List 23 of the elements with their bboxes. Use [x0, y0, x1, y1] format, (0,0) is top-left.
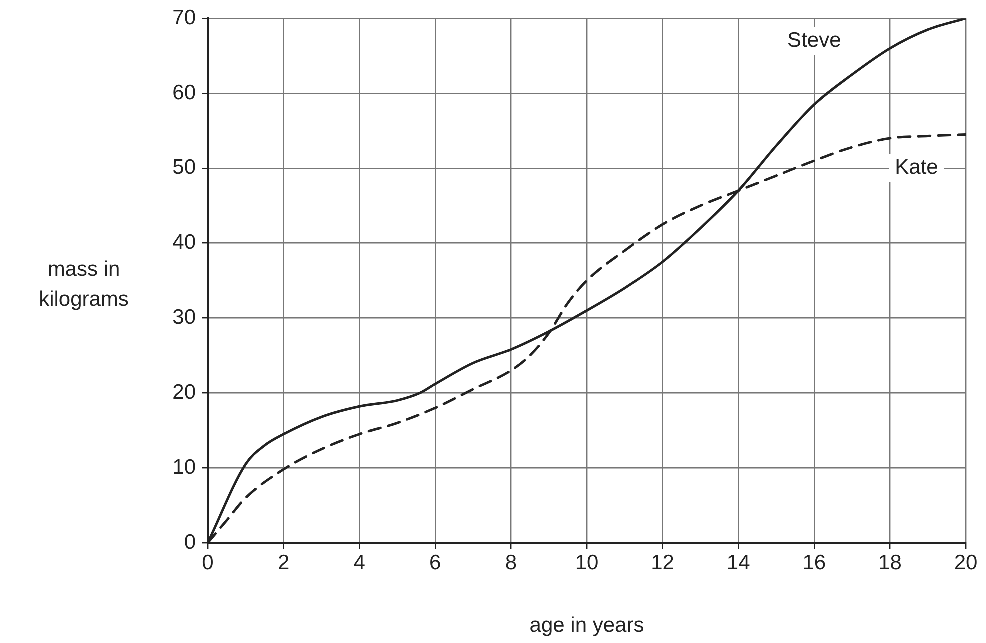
x-tick-label: 6 — [430, 551, 442, 574]
y-tick-label: 40 — [172, 231, 196, 254]
x-axis-title: age in years — [530, 614, 644, 638]
x-tick-label: 4 — [354, 551, 366, 574]
y-axis-title: mass in kilograms — [38, 257, 130, 313]
x-tick-label: 16 — [802, 551, 826, 574]
x-tick-label: 20 — [954, 551, 978, 574]
y-tick-label: 10 — [172, 456, 196, 479]
y-tick-label: 60 — [172, 81, 196, 104]
x-tick-label: 18 — [878, 551, 902, 574]
x-tick-label: 10 — [575, 551, 599, 574]
y-tick-label: 70 — [172, 6, 196, 30]
x-tick-label: 14 — [726, 551, 751, 574]
y-tick-label: 20 — [172, 380, 196, 404]
y-tick-label: 50 — [172, 156, 196, 180]
x-tick-label: 0 — [202, 551, 214, 574]
y-tick-label: 0 — [184, 530, 196, 554]
x-tick-label: 8 — [505, 551, 518, 574]
y-tick-label: 30 — [172, 306, 196, 330]
series-label: Kate — [895, 156, 938, 180]
x-tick-label: 2 — [278, 551, 290, 574]
x-tick-label: 12 — [651, 551, 674, 574]
series-label: Steve — [788, 28, 842, 52]
